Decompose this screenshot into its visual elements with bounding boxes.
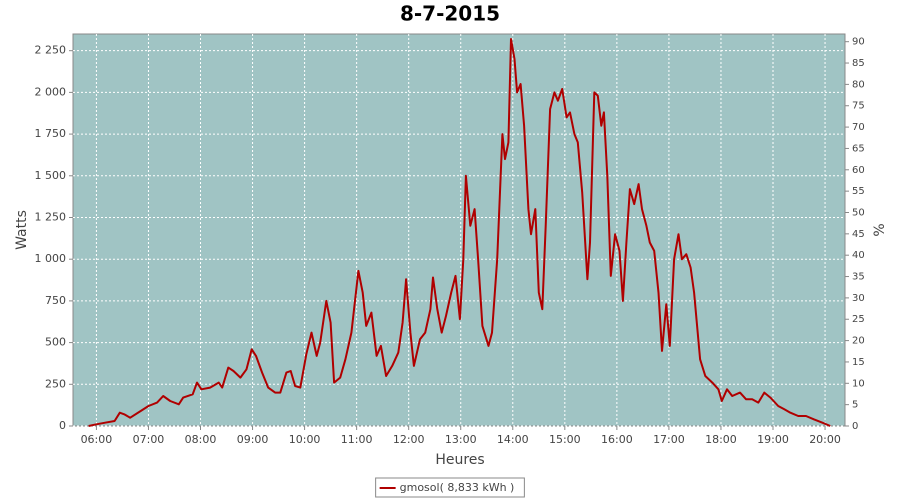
y2-axis-label: % <box>872 223 888 236</box>
y-tick-label: 0 <box>59 419 66 432</box>
x-tick-label: 15:00 <box>549 433 581 446</box>
x-tick-label: 18:00 <box>705 433 737 446</box>
y2-tick-label: 10 <box>852 378 865 389</box>
x-tick-label: 12:00 <box>393 433 425 446</box>
y2-tick-label: 80 <box>852 79 865 90</box>
x-tick-label: 09:00 <box>237 433 269 446</box>
x-tick-label: 13:00 <box>445 433 477 446</box>
x-tick-label: 10:00 <box>289 433 321 446</box>
x-tick-label: 16:00 <box>601 433 633 446</box>
y-tick-label: 1 250 <box>35 210 67 223</box>
plot-area <box>72 33 846 427</box>
y-tick-label: 1 750 <box>35 127 67 140</box>
y-tick-label: 2 000 <box>35 85 67 98</box>
y-tick-label: 750 <box>45 294 66 307</box>
x-axis-label: Heures <box>435 452 484 468</box>
y-tick-label: 500 <box>45 336 66 349</box>
y-axis-label: Watts <box>14 210 30 250</box>
chart-title: 8-7-2015 <box>400 2 500 26</box>
y2-tick-label: 35 <box>852 272 865 283</box>
y-tick-label: 1 500 <box>35 169 67 182</box>
y2-tick-label: 60 <box>852 165 865 176</box>
legend-label: gmosol( 8,833 kWh ) <box>400 481 515 494</box>
y2-tick-label: 70 <box>852 122 865 133</box>
x-tick-label: 14:00 <box>497 433 529 446</box>
y2-tick-label: 15 <box>852 357 865 368</box>
y2-tick-label: 65 <box>852 143 865 154</box>
y2-tick-label: 90 <box>852 37 865 48</box>
x-tick-label: 20:00 <box>809 433 841 446</box>
y2-tick-label: 0 <box>852 421 858 432</box>
y2-tick-label: 50 <box>852 207 865 218</box>
x-tick-label: 06:00 <box>81 433 113 446</box>
y2-tick-label: 45 <box>852 229 865 240</box>
y2-tick-label: 40 <box>852 250 865 261</box>
y2-tick-label: 30 <box>852 293 865 304</box>
legend-box <box>375 477 525 498</box>
x-tick-label: 17:00 <box>653 433 685 446</box>
x-tick-label: 11:00 <box>341 433 373 446</box>
y-tick-label: 1 000 <box>35 252 67 265</box>
y-tick-label: 2 250 <box>35 44 67 57</box>
y2-tick-label: 20 <box>852 336 865 347</box>
x-tick-label: 07:00 <box>133 433 165 446</box>
y2-tick-label: 55 <box>852 186 865 197</box>
x-tick-label: 08:00 <box>185 433 217 446</box>
y2-tick-label: 85 <box>852 58 865 69</box>
y2-tick-label: 75 <box>852 101 865 112</box>
line-series <box>88 38 831 427</box>
y2-tick-label: 25 <box>852 314 865 325</box>
y-tick-label: 250 <box>45 377 66 390</box>
x-tick-label: 19:00 <box>757 433 789 446</box>
y2-tick-label: 5 <box>852 400 858 411</box>
